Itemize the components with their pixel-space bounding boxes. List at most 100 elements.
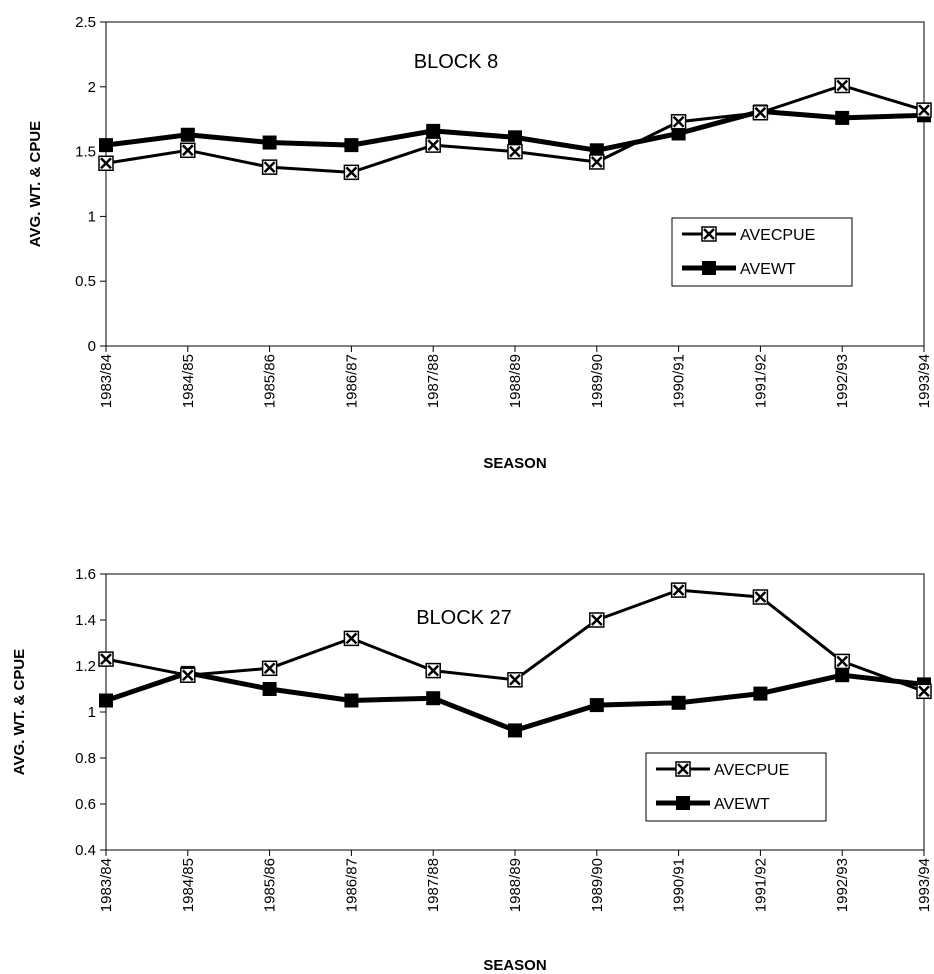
data-point-avecpue [507, 143, 523, 160]
data-point-avecpue-cross [754, 591, 767, 603]
data-point-avecpue-cross [509, 145, 521, 158]
x-tick-label: 1992/93 [834, 354, 851, 408]
data-point-avewt [426, 691, 441, 706]
data-point-avecpue-cross [672, 584, 685, 596]
x-axis-title: SEASON [483, 455, 546, 472]
legend-marker-avecpue [675, 761, 691, 777]
y-tick-label: 0 [88, 338, 96, 355]
data-point-avewt [589, 698, 604, 713]
data-point-avewt [262, 135, 277, 150]
legend-marker-avewt [676, 796, 690, 810]
x-tick-label: 1993/94 [916, 858, 933, 912]
data-point-avewt [671, 126, 686, 141]
x-tick-label: 1986/87 [343, 858, 360, 912]
legend-label-avewt: AVEWT [714, 796, 770, 813]
data-point-avewt [99, 693, 113, 708]
data-point-avecpue-cross [590, 156, 603, 168]
legend-label-avewt: AVEWT [740, 261, 796, 278]
x-tick-label: 1993/94 [916, 354, 933, 408]
data-point-avecpue [752, 104, 769, 121]
series-avecpue [98, 582, 932, 700]
legend-label-avecpue: AVECPUE [740, 227, 815, 244]
data-point-avecpue-cross [345, 632, 358, 645]
data-point-avecpue [507, 672, 523, 688]
data-point-avecpue [98, 155, 114, 172]
data-point-avewt [508, 723, 522, 738]
y-tick-label: 1.2 [75, 658, 96, 675]
x-tick-label: 1986/87 [343, 354, 360, 408]
y-tick-label: 1.6 [75, 566, 96, 583]
x-tick-label: 1990/91 [671, 354, 688, 408]
data-point-avecpue [425, 662, 441, 679]
y-axis-title: AVG. WT. & CPUE [11, 649, 28, 775]
data-point-avewt [344, 693, 359, 708]
series-avecpue [98, 77, 932, 181]
data-point-avecpue-cross [263, 161, 276, 174]
legend-marker-avewt [702, 261, 716, 275]
data-point-avecpue [589, 612, 605, 628]
data-point-avecpue-cross [672, 115, 685, 128]
data-point-avewt [835, 668, 850, 683]
data-point-avecpue [916, 102, 932, 118]
data-point-avewt [426, 123, 441, 138]
data-point-avecpue [180, 667, 196, 683]
data-point-avewt [753, 686, 768, 701]
x-tick-label: 1985/86 [262, 354, 279, 408]
data-point-avewt [344, 138, 359, 153]
legend-marker-avecpue [701, 226, 717, 242]
data-point-avecpue [180, 142, 196, 159]
chart-block-8: 0 0.5 1 1.5 2 2.5 1983/84 1984/85 1985/86 1986/87… [27, 14, 933, 472]
data-point-avewt [508, 130, 522, 145]
legend: AVECPUE AVEWT [671, 217, 853, 287]
x-tick-label: 1992/93 [834, 858, 851, 912]
data-point-avecpue-cross [100, 157, 112, 170]
y-tick-label: 0.8 [75, 750, 96, 767]
x-tick-label: 1983/84 [98, 858, 115, 912]
data-point-avecpue [670, 582, 687, 598]
data-point-avecpue-cross [427, 664, 440, 677]
legend: AVECPUE AVEWT [645, 752, 827, 822]
plot-title: BLOCK 8 [414, 51, 498, 73]
y-tick-label: 1.4 [75, 612, 96, 629]
data-point-avewt [589, 143, 604, 158]
data-point-avecpue-cross [590, 614, 603, 626]
data-point-avecpue [589, 154, 605, 170]
data-point-avecpue [98, 651, 114, 667]
data-point-avecpue-cross [918, 104, 930, 117]
x-tick-label: 1985/86 [262, 858, 279, 912]
data-point-avecpue [425, 137, 441, 153]
x-tick-label: 1984/85 [180, 858, 197, 912]
legend-label-avecpue: AVECPUE [714, 762, 789, 779]
y-tick-label: 1 [88, 704, 96, 721]
data-point-avewt [671, 695, 686, 710]
y-tick-label: 0.5 [75, 273, 96, 290]
plot-title: BLOCK 27 [416, 607, 512, 629]
data-point-avecpue-cross [509, 673, 521, 686]
data-point-avecpue-cross [345, 166, 358, 179]
x-tick-label: 1987/88 [425, 354, 442, 408]
x-tick-label: 1988/89 [507, 354, 524, 408]
data-point-avecpue [343, 164, 360, 181]
data-point-avecpue [261, 660, 278, 677]
data-point-avecpue [916, 683, 932, 700]
x-tick-label: 1987/88 [425, 858, 442, 912]
y-axis-title: AVG. WT. & CPUE [27, 121, 44, 247]
data-point-avecpue [343, 630, 360, 647]
plot-frame [105, 21, 925, 347]
data-point-avecpue [834, 653, 850, 670]
data-point-avecpue [752, 589, 769, 605]
data-point-avecpue-cross [181, 669, 194, 682]
y-tick-label: 0.6 [75, 796, 96, 813]
y-tick-label: 1 [88, 208, 96, 225]
data-point-avecpue-cross [918, 685, 930, 698]
data-point-avecpue-cross [100, 653, 112, 665]
data-point-avewt [835, 110, 850, 125]
data-point-avecpue [670, 114, 687, 130]
data-point-avecpue-cross [836, 79, 849, 92]
legend-marker-avecpue-cross [677, 763, 689, 775]
x-tick-label: 1989/90 [589, 354, 606, 408]
data-point-avecpue-cross [754, 106, 767, 119]
x-axis-title: SEASON [483, 957, 546, 974]
x-tick-label: 1991/92 [752, 354, 769, 408]
